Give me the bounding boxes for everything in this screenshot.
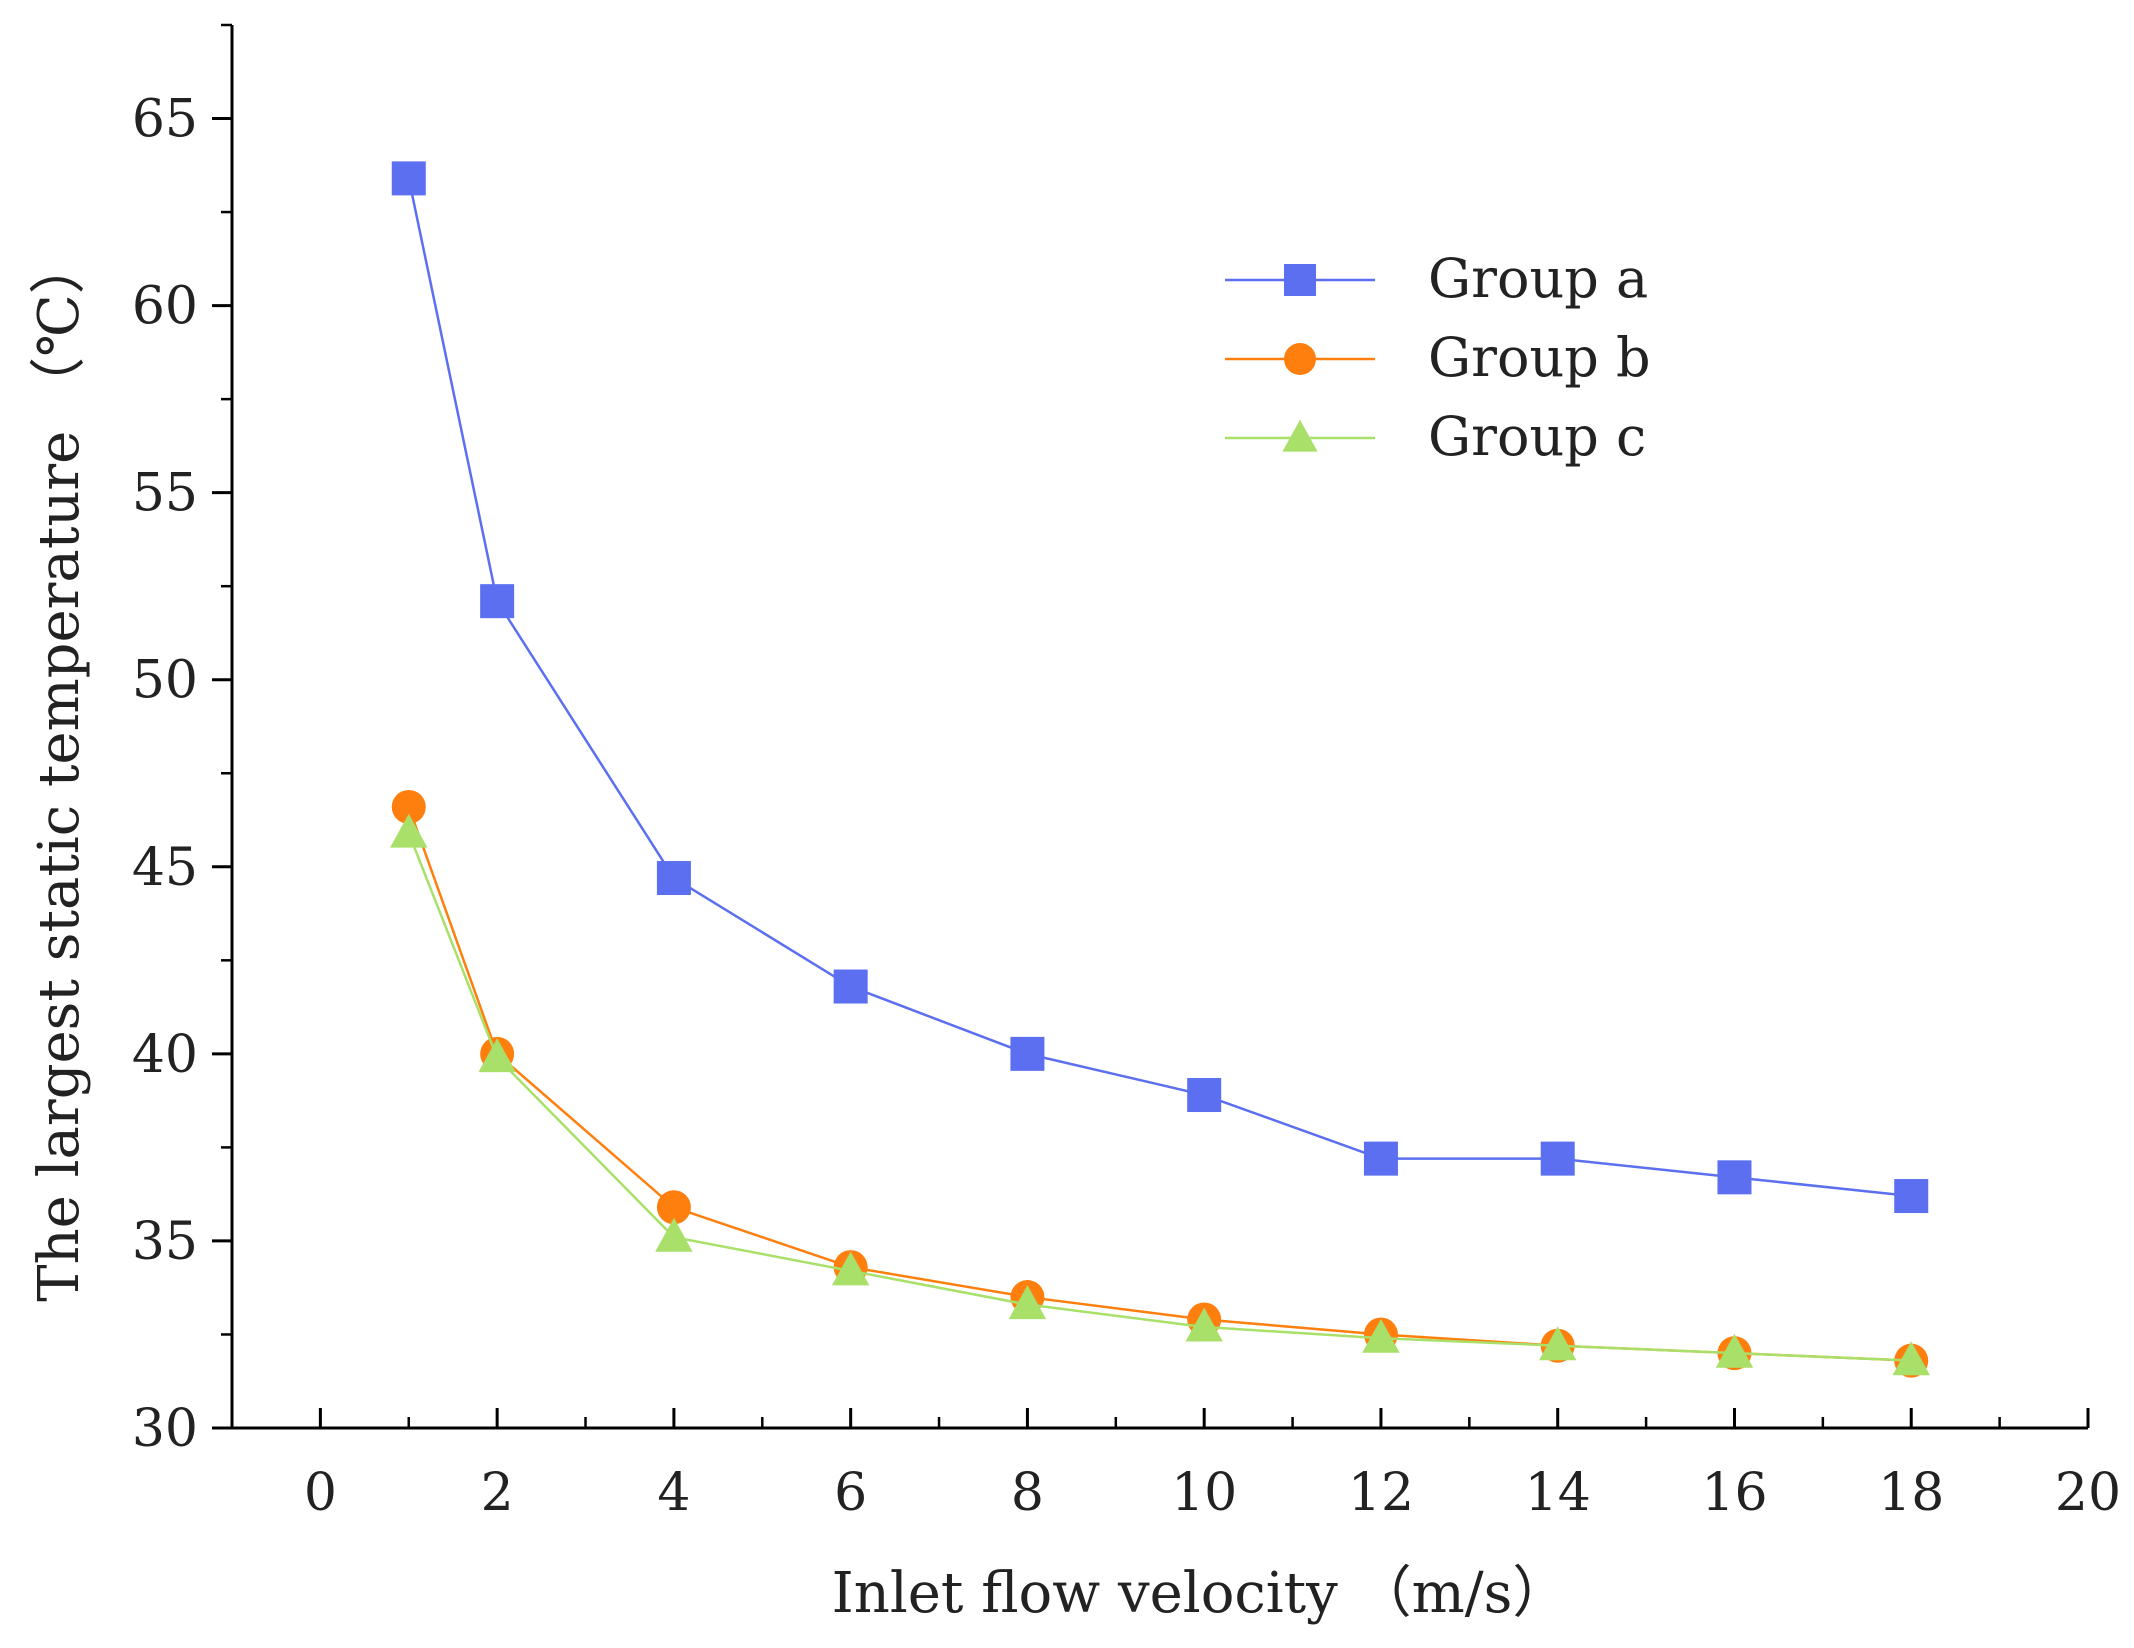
- data-point: [655, 1217, 693, 1252]
- data-point: [656, 1190, 691, 1225]
- x-tick-label: 14: [1525, 1463, 1591, 1523]
- data-point: [1363, 1141, 1398, 1176]
- series-layer: [390, 161, 1930, 1378]
- data-point: [390, 813, 428, 848]
- x-tick-label: 2: [481, 1463, 514, 1523]
- axes: 30 35 40 45 50 55 60 65 0 2 4 6 8 10 12 14 16 18 20: [132, 23, 2121, 1523]
- data-point: [1717, 1160, 1752, 1195]
- data-point: [831, 1251, 870, 1286]
- x-tick-label: 0: [304, 1463, 337, 1523]
- data-point: [1892, 1341, 1930, 1376]
- x-tick-label: 20: [2055, 1463, 2121, 1523]
- data-point: [1010, 1036, 1045, 1071]
- y-tick-label: 40: [132, 1025, 198, 1085]
- legend-marker: [1282, 419, 1318, 452]
- y-tick-label: 50: [132, 651, 198, 711]
- data-point: [1894, 1179, 1929, 1214]
- data-point: [478, 1038, 516, 1073]
- data-point: [391, 161, 426, 196]
- x-tick-label: 18: [1878, 1463, 1944, 1523]
- legend-label: Group c: [1428, 405, 1646, 468]
- x-axis-title: Inlet flow velocity （m/s）: [832, 1561, 1569, 1626]
- data-point: [1185, 1307, 1223, 1342]
- y-axis-title: The largest static temperature （℃）: [27, 238, 92, 1301]
- series-line: [407, 832, 1912, 1362]
- data-point: [1187, 1078, 1222, 1113]
- y-tick-label: 65: [132, 90, 198, 150]
- data-point: [833, 969, 868, 1004]
- data-point: [1362, 1318, 1400, 1353]
- x-tick-label: 4: [657, 1463, 690, 1523]
- data-point: [1715, 1333, 1754, 1368]
- legend-item: Group a: [1225, 247, 1648, 310]
- x-tick-label: 6: [834, 1463, 867, 1523]
- x-tick-label: 16: [1701, 1463, 1767, 1523]
- legend-marker: [1284, 264, 1316, 296]
- data-point: [480, 584, 515, 619]
- x-tick-label: 10: [1171, 1463, 1237, 1523]
- y-tick-label: 45: [132, 838, 198, 898]
- data-point: [1539, 1326, 1577, 1361]
- y-tick-label: 55: [132, 464, 198, 524]
- y-tick-label: 35: [132, 1212, 198, 1272]
- data-point: [656, 861, 691, 896]
- legend-item: Group b: [1225, 326, 1651, 389]
- y-tick-label: 30: [132, 1399, 198, 1459]
- legend: Group a Group b Group c: [1225, 247, 1651, 468]
- series-line: [407, 178, 1912, 1198]
- y-tick-label: 60: [132, 277, 198, 337]
- data-point: [1008, 1285, 1047, 1320]
- x-tick-label: 12: [1348, 1463, 1414, 1523]
- series-3: [390, 813, 1930, 1376]
- data-point: [1540, 1141, 1575, 1176]
- data-point: [391, 789, 426, 824]
- legend-marker: [1284, 343, 1316, 375]
- series-1: [391, 161, 1929, 1214]
- x-tick-label: 8: [1011, 1463, 1044, 1523]
- legend-label: Group a: [1428, 247, 1648, 310]
- legend-item: Group c: [1225, 405, 1646, 468]
- legend-label: Group b: [1428, 326, 1651, 389]
